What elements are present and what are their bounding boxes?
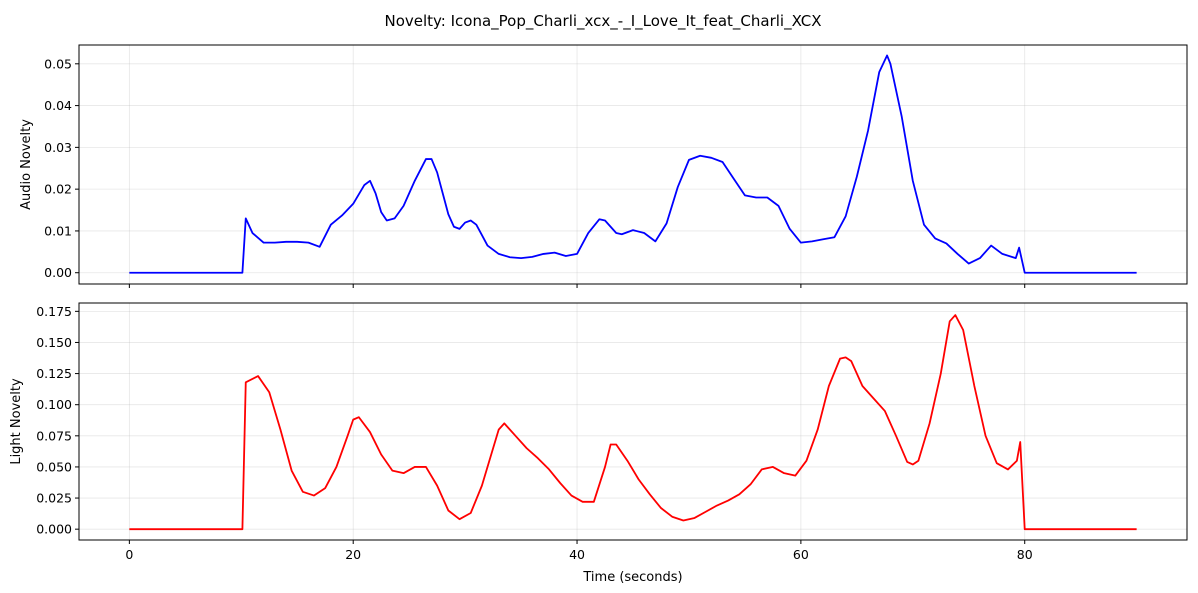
light-x-tick-label: 60: [793, 547, 809, 562]
light-y-tick-label: 0.025: [36, 491, 72, 506]
light-y-tick-label: 0.050: [36, 459, 72, 474]
audio-novelty-panel: 0.00 0.01 0.02 0.03 0.04 0.05 Audio Novelty: [19, 44, 1188, 288]
light-novelty-panel: 0.000 0.025 0.050 0.075 0.100 0.125 0.150 0.175…: [9, 302, 1188, 585]
audio-y-tick-label: 0.03: [44, 140, 72, 155]
audio-y-tick-label: 0.01: [44, 223, 72, 238]
light-novelty-line: [129, 314, 1137, 531]
light-y-tick-label: 0.125: [36, 366, 72, 381]
audio-y-axis-label: Audio Novelty: [19, 119, 34, 210]
light-x-tick-label: 20: [345, 547, 361, 562]
light-y-axis-label: Light Novelty: [9, 378, 24, 465]
light-x-tick-label: 80: [1017, 547, 1033, 562]
light-y-tick-label: 0.100: [36, 397, 72, 412]
audio-y-tick-label: 0.02: [44, 182, 72, 197]
light-y-tick-label: 0.175: [36, 304, 72, 319]
audio-y-tick-label: 0.04: [44, 98, 72, 113]
light-y-tick-label: 0.000: [36, 522, 72, 537]
audio-y-tick-label: 0.00: [44, 265, 72, 280]
audio-y-tick-label: 0.05: [44, 56, 72, 71]
figure-title: Novelty: Icona_Pop_Charli_xcx_-_I_Love_I…: [384, 12, 821, 31]
light-y-tick-label: 0.075: [36, 428, 72, 443]
light-y-tick-label: 0.150: [36, 335, 72, 350]
audio-novelty-line: [129, 54, 1137, 274]
audio-axes-frame: [78, 44, 1188, 285]
light-x-tick-label: 0: [125, 547, 133, 562]
light-axes-frame: [78, 302, 1188, 541]
light-x-tick-label: 40: [569, 547, 585, 562]
light-x-axis-label: Time (seconds): [582, 570, 682, 585]
